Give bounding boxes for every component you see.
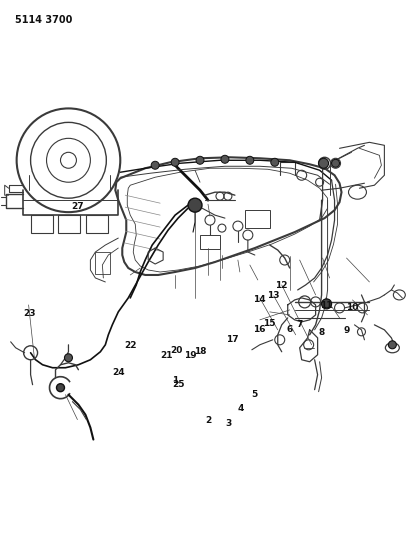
Text: 22: 22: [124, 341, 137, 350]
Text: 16: 16: [253, 325, 265, 334]
Circle shape: [196, 156, 204, 164]
Text: 15: 15: [263, 319, 275, 328]
Text: 18: 18: [194, 347, 206, 356]
Circle shape: [171, 158, 179, 166]
Circle shape: [151, 161, 159, 169]
Circle shape: [271, 158, 279, 166]
Text: 2: 2: [205, 416, 211, 425]
Text: 11: 11: [320, 301, 332, 310]
Text: 9: 9: [343, 326, 350, 335]
Circle shape: [56, 384, 64, 392]
Text: 23: 23: [23, 309, 35, 318]
Circle shape: [319, 158, 328, 168]
Text: 7: 7: [296, 320, 303, 329]
Text: 20: 20: [170, 346, 182, 355]
Text: 13: 13: [267, 291, 279, 300]
Circle shape: [322, 299, 332, 309]
Bar: [245, 210, 270, 228]
Circle shape: [388, 341, 396, 349]
Text: 12: 12: [275, 280, 288, 289]
Text: 21: 21: [160, 351, 173, 360]
Bar: [95, 252, 110, 274]
Text: 1: 1: [173, 376, 179, 385]
Bar: [31, 215, 53, 233]
Circle shape: [246, 156, 254, 164]
Text: 10: 10: [346, 303, 359, 312]
Text: 5: 5: [252, 390, 258, 399]
Text: 25: 25: [173, 380, 185, 389]
Circle shape: [64, 354, 73, 362]
Text: 17: 17: [226, 335, 239, 344]
Text: 8: 8: [319, 328, 325, 337]
Text: 6: 6: [286, 325, 293, 334]
Circle shape: [221, 155, 229, 163]
Text: 24: 24: [112, 368, 125, 377]
Text: 3: 3: [225, 419, 231, 428]
Bar: [58, 215, 80, 233]
Text: 27: 27: [71, 203, 84, 212]
Bar: [86, 215, 109, 233]
Text: 19: 19: [184, 351, 197, 360]
Bar: [200, 235, 220, 249]
Text: 5114 3700: 5114 3700: [15, 15, 72, 25]
Text: 14: 14: [253, 295, 265, 304]
Text: 4: 4: [237, 405, 244, 414]
Circle shape: [332, 159, 339, 167]
Circle shape: [188, 198, 202, 212]
